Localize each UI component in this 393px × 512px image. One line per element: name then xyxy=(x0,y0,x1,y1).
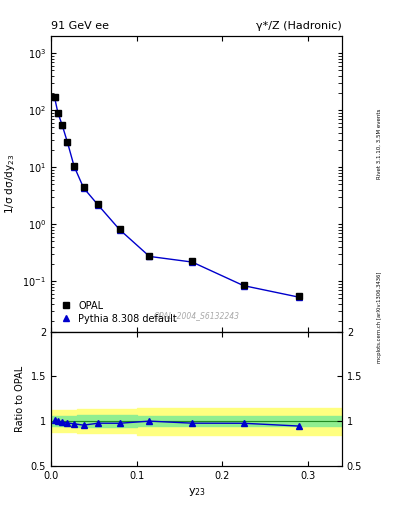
Text: Rivet 3.1.10, 3.5M events: Rivet 3.1.10, 3.5M events xyxy=(377,108,382,179)
Pythia 8.308 default xyxy=(55,110,60,116)
Text: OPAL_2004_S6132243: OPAL_2004_S6132243 xyxy=(154,311,239,319)
Pythia 8.308 default xyxy=(241,283,246,289)
Y-axis label: Ratio to OPAL: Ratio to OPAL xyxy=(15,366,25,432)
Pythia 8.308 default xyxy=(72,163,77,169)
OPAL xyxy=(297,293,301,299)
OPAL xyxy=(81,184,86,190)
OPAL xyxy=(241,282,246,288)
Pythia 8.308 default xyxy=(65,139,70,145)
Text: γ*/Z (Hadronic): γ*/Z (Hadronic) xyxy=(256,22,342,31)
Text: mcplots.cern.ch [arXiv:1306.3436]: mcplots.cern.ch [arXiv:1306.3436] xyxy=(377,272,382,363)
OPAL xyxy=(117,226,122,232)
OPAL xyxy=(147,253,152,260)
Text: 91 GeV ee: 91 GeV ee xyxy=(51,22,109,31)
Pythia 8.308 default xyxy=(147,253,152,260)
OPAL xyxy=(72,163,77,169)
Pythia 8.308 default xyxy=(117,226,122,232)
OPAL xyxy=(55,110,60,116)
OPAL xyxy=(96,201,101,207)
Pythia 8.308 default xyxy=(190,259,195,265)
OPAL xyxy=(52,94,57,100)
Pythia 8.308 default xyxy=(96,202,101,208)
Pythia 8.308 default xyxy=(297,294,301,300)
OPAL xyxy=(190,259,195,265)
Pythia 8.308 default xyxy=(60,122,64,129)
Pythia 8.308 default xyxy=(52,94,57,100)
Legend: OPAL, Pythia 8.308 default: OPAL, Pythia 8.308 default xyxy=(56,298,180,327)
Line: Pythia 8.308 default: Pythia 8.308 default xyxy=(52,94,302,300)
X-axis label: y$_{23}$: y$_{23}$ xyxy=(187,486,206,498)
OPAL xyxy=(60,122,64,128)
Y-axis label: 1/σ dσ/dy$_{23}$: 1/σ dσ/dy$_{23}$ xyxy=(3,154,17,214)
OPAL xyxy=(65,138,70,144)
Line: OPAL: OPAL xyxy=(51,93,303,300)
Pythia 8.308 default xyxy=(81,185,86,191)
